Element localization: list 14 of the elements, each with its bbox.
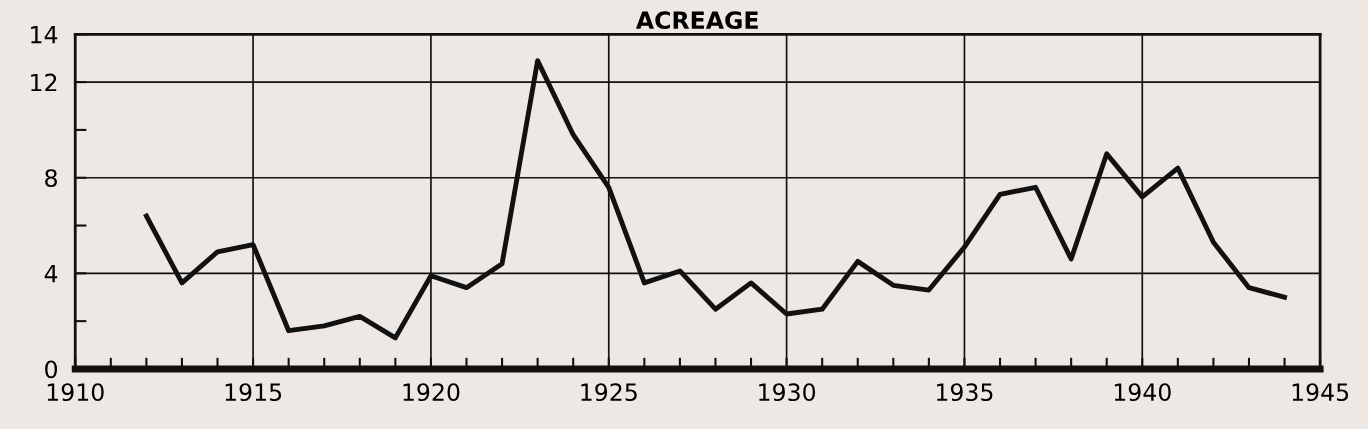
x-tick-label: 1920 bbox=[403, 383, 460, 402]
x-tick-label: 1935 bbox=[936, 383, 993, 402]
y-tick-label: 0 bbox=[45, 360, 58, 379]
x-tick-label: 1910 bbox=[47, 383, 104, 402]
chart-title: ACREAGE bbox=[635, 11, 758, 30]
y-tick-label: 12 bbox=[31, 73, 57, 92]
x-tick-label: 1945 bbox=[1292, 383, 1349, 402]
x-tick-label: 1940 bbox=[1114, 383, 1171, 402]
x-tick-label: 1915 bbox=[225, 383, 282, 402]
x-tick-label: 1925 bbox=[581, 383, 637, 402]
y-tick-label: 8 bbox=[45, 169, 57, 188]
y-tick-label: 4 bbox=[44, 265, 58, 283]
x-tick-label: 1930 bbox=[759, 383, 816, 402]
y-tick-label: 14 bbox=[31, 26, 58, 44]
